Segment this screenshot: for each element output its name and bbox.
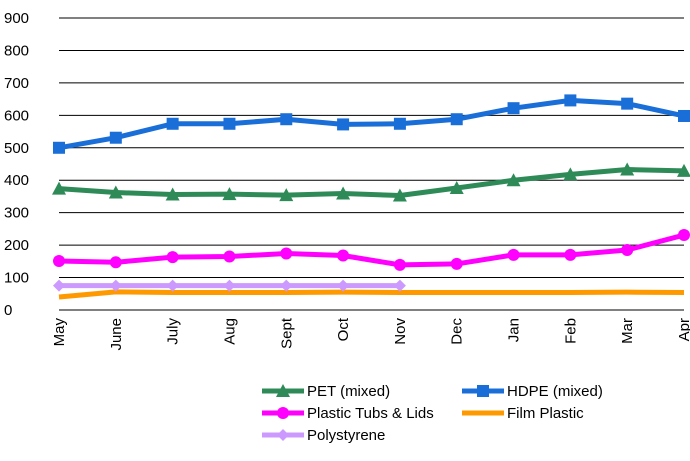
series-line — [58, 289, 685, 300]
data-point — [507, 102, 520, 115]
x-tick-label: Sept — [278, 317, 295, 349]
data-point — [337, 279, 350, 292]
y-tick-label: 0 — [4, 302, 12, 319]
y-tick-label: 500 — [4, 140, 29, 157]
series-hdpe-mixed — [53, 94, 690, 154]
data-point — [337, 118, 350, 131]
data-point — [53, 255, 65, 268]
x-tick-label: Aug — [221, 318, 238, 345]
data-point — [166, 279, 179, 292]
legend-label: Plastic Tubs & Lids — [307, 405, 434, 422]
y-tick-label: 700 — [4, 75, 29, 92]
data-point — [280, 113, 293, 126]
series-lines — [52, 94, 690, 300]
data-point — [276, 384, 290, 397]
data-point — [564, 94, 577, 107]
x-tick-label: Mar — [619, 318, 636, 344]
x-tick-label: Nov — [392, 318, 409, 345]
data-point — [280, 279, 293, 292]
legend-entry: PET (mixed) — [262, 383, 390, 400]
legend-label: Film Plastic — [507, 405, 584, 422]
series-plastic-tubs-lids — [53, 229, 690, 271]
y-tick-label: 400 — [4, 172, 29, 189]
data-point — [222, 187, 237, 201]
legend-entry: Film Plastic — [462, 405, 584, 422]
x-tick-label: Oct — [335, 317, 352, 341]
legend-entry: Plastic Tubs & Lids — [262, 405, 434, 422]
legend-label: Polystyrene — [307, 427, 385, 444]
data-point — [393, 258, 406, 271]
data-point — [678, 229, 690, 242]
data-point — [620, 162, 635, 176]
y-axis-tick-labels: 0 100 200 300 400 500 600 700 800 900 — [4, 10, 29, 319]
data-point — [337, 249, 350, 262]
x-tick-label: Feb — [562, 318, 579, 344]
y-tick-label: 900 — [4, 10, 29, 27]
data-point — [223, 117, 236, 130]
y-tick-label: 800 — [4, 42, 29, 59]
data-point — [621, 243, 634, 256]
data-point — [52, 181, 66, 195]
y-tick-label: 300 — [4, 205, 29, 222]
data-point — [393, 117, 406, 130]
data-point — [223, 250, 236, 263]
series-polystyrene — [53, 279, 406, 292]
data-point — [108, 185, 123, 199]
data-point — [507, 248, 520, 261]
y-tick-label: 100 — [4, 270, 29, 287]
legend-label: PET (mixed) — [307, 383, 390, 400]
data-point — [477, 385, 489, 397]
data-point — [223, 279, 236, 292]
data-point — [280, 247, 293, 260]
data-point — [166, 117, 179, 130]
data-point — [109, 279, 122, 292]
series-line — [58, 167, 685, 198]
data-point — [53, 141, 65, 154]
gridlines — [59, 17, 684, 311]
x-tick-label: Jan — [506, 318, 523, 342]
data-point — [53, 279, 65, 292]
series-line — [58, 232, 685, 268]
data-point — [677, 163, 690, 177]
data-point — [450, 257, 463, 270]
data-point — [678, 109, 690, 122]
x-tick-label: May — [51, 318, 68, 347]
data-point — [109, 131, 122, 144]
data-point — [564, 248, 577, 261]
legend-label: HDPE (mixed) — [507, 383, 603, 400]
data-point — [166, 251, 179, 264]
series-film-plastic — [58, 289, 685, 300]
data-point — [450, 113, 463, 126]
x-axis-tick-labels: May June July Aug Sept Oct Nov Dec Jan Feb Mar Apr — [51, 317, 690, 350]
legend-entry: HDPE (mixed) — [462, 383, 603, 400]
data-point — [392, 188, 407, 202]
x-tick-label: Dec — [449, 318, 466, 345]
data-point — [393, 279, 406, 292]
legend: PET (mixed) HDPE (mixed) Plastic Tubs & Li… — [262, 383, 603, 444]
data-point — [165, 187, 180, 201]
data-point — [563, 167, 578, 181]
series-pet-mixed — [52, 162, 690, 202]
x-tick-label: Apr — [676, 318, 690, 341]
data-point — [277, 407, 289, 419]
data-point — [621, 97, 634, 110]
data-point — [449, 181, 464, 195]
y-tick-label: 600 — [4, 107, 29, 124]
data-point — [336, 186, 351, 200]
x-tick-label: June — [108, 318, 125, 351]
series-line — [58, 97, 685, 151]
y-tick-label: 200 — [4, 237, 29, 254]
x-tick-label: July — [165, 318, 182, 345]
data-point — [506, 173, 521, 187]
data-point — [109, 256, 122, 269]
data-point — [279, 188, 294, 202]
legend-entry: Polystyrene — [262, 427, 385, 444]
data-point — [277, 429, 289, 441]
